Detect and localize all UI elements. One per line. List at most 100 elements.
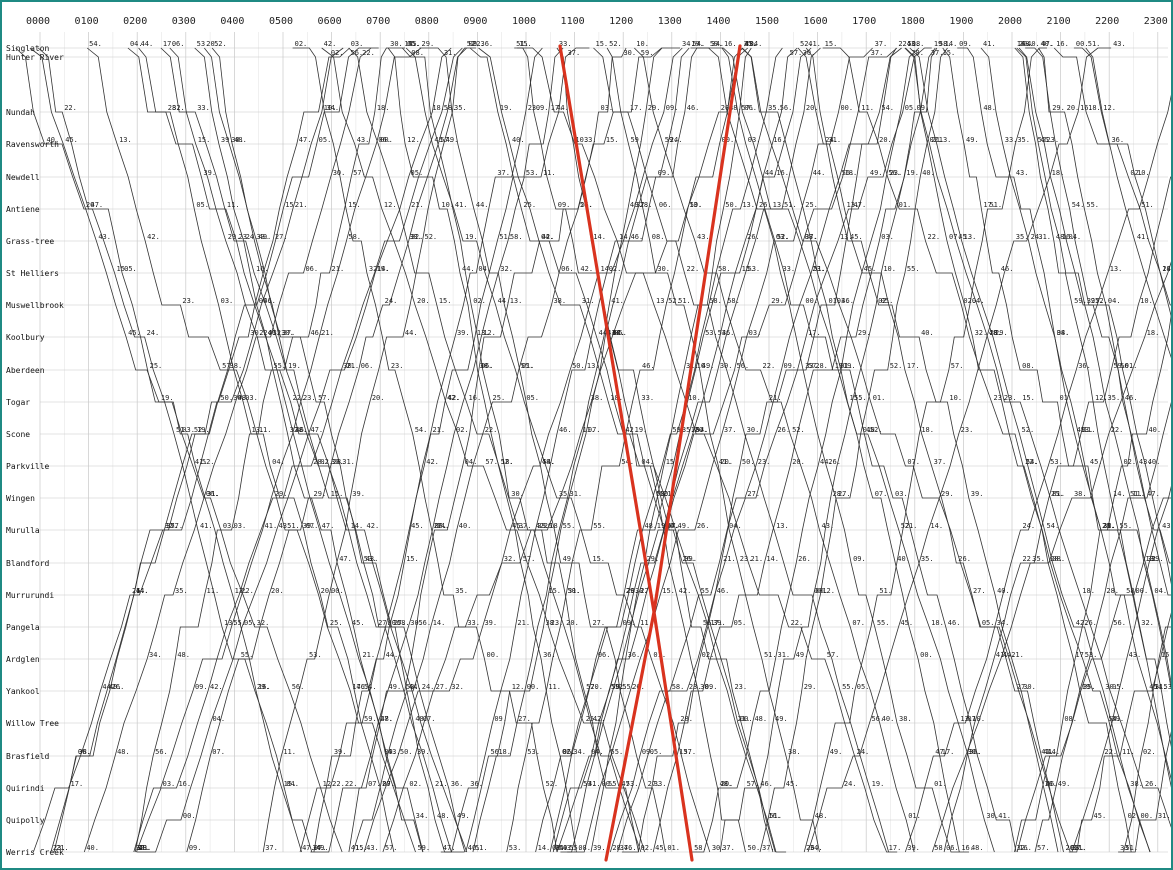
minute-label: 30. (281, 329, 294, 337)
minute-label: 39. (352, 490, 365, 498)
station-label: Werris Creek (6, 848, 64, 857)
minute-label: 22. (362, 49, 375, 57)
minute-label: 11. (283, 748, 296, 756)
minute-label: 38. (78, 748, 91, 756)
minute-label: 35. (921, 555, 934, 563)
minute-label: 51. (813, 265, 826, 273)
minute-label: 03. (895, 490, 908, 498)
minute-label: 53. (197, 40, 210, 48)
minute-label: 01. (908, 812, 921, 820)
minute-label: 25. (330, 619, 343, 627)
minute-label: 13. (679, 748, 692, 756)
minute-label: 08. (1064, 715, 1077, 723)
minute-label: 33. (559, 40, 572, 48)
minute-label: 07. (967, 715, 980, 723)
train-path (83, 47, 372, 853)
minute-label: 32. (451, 683, 464, 691)
minute-label: 17. (1075, 651, 1088, 659)
minute-label: 06. (481, 362, 494, 370)
hour-label: 0700 (366, 16, 390, 27)
minute-label: 19. (635, 426, 648, 434)
minute-label: 24. (147, 329, 160, 337)
minute-label: 44. (462, 265, 475, 273)
minute-label: 49. (1077, 426, 1090, 434)
minute-label: 03. (837, 297, 850, 305)
minute-label: 29. (257, 683, 270, 691)
minute-label: 02. (562, 748, 575, 756)
train-path (909, 47, 1151, 853)
minute-label: 09. (853, 555, 866, 563)
minute-label: 57. (440, 136, 453, 144)
hour-label: 1000 (512, 16, 536, 27)
minute-label: 19. (691, 40, 704, 48)
minute-label: 43. (1016, 169, 1029, 177)
train-path (440, 47, 690, 853)
minute-label: 08. (552, 844, 565, 852)
minute-label: 31. (207, 490, 220, 498)
minute-label: 06. (206, 490, 219, 498)
minute-label: 05. (526, 394, 539, 402)
minute-label: 57. (353, 169, 366, 177)
train-path (904, 47, 1171, 828)
minute-label: 43. (1139, 458, 1152, 466)
minute-label: 20. (566, 619, 579, 627)
minute-label: 51. (908, 40, 921, 48)
minute-label: 36. (722, 329, 735, 337)
minute-label: 55. (273, 362, 286, 370)
minute-label: 05. (650, 748, 663, 756)
station-label: Pangela (6, 623, 40, 632)
minute-label: 35. (455, 587, 468, 595)
minute-label: 47. (302, 844, 315, 852)
minute-label: 23. (994, 394, 1007, 402)
minute-label: 11. (207, 587, 220, 595)
minute-label: 22. (927, 233, 940, 241)
minute-label: 06. (378, 136, 391, 144)
minute-label: 55. (877, 619, 890, 627)
minute-label: 50. (742, 458, 755, 466)
minute-label: 04. (555, 844, 568, 852)
train-path (905, 47, 1132, 853)
minute-label: 38. (1074, 490, 1087, 498)
minute-label: 15. (825, 40, 838, 48)
minute-label: 52. (609, 40, 622, 48)
train-path (1068, 612, 1171, 853)
minute-label: 55. (233, 619, 246, 627)
minute-label: 43. (357, 136, 370, 144)
minute-label: 20. (382, 780, 395, 788)
minute-label: 23. (734, 683, 747, 691)
minute-label: 45. (900, 619, 913, 627)
train-path (472, 47, 663, 853)
train-path (721, 47, 1017, 853)
minute-label: 34. (573, 748, 586, 756)
minute-label: 00. (331, 587, 344, 595)
minute-label: 15. (439, 297, 452, 305)
minute-label: 57. (586, 683, 599, 691)
minute-label: 54. (415, 426, 428, 434)
minute-label: 17. (71, 780, 84, 788)
hour-label: 2200 (1095, 16, 1119, 27)
minute-label: 21. (769, 394, 782, 402)
minute-label: 10. (883, 265, 896, 273)
minute-label: 49. (678, 522, 691, 530)
minute-label: 42. (536, 522, 549, 530)
train-path (957, 47, 1171, 788)
minute-label: 50. (567, 587, 580, 595)
minute-label: 05. (124, 265, 137, 273)
minute-label: 45. (512, 522, 525, 530)
minute-label: 29. (646, 555, 659, 563)
minute-label: 16. (697, 362, 710, 370)
minute-label: 32. (136, 844, 149, 852)
minute-label: 14. (1154, 683, 1167, 691)
minute-label: 49. (830, 748, 843, 756)
minute-label: 55. (241, 651, 254, 659)
minute-label: 13. (224, 619, 237, 627)
station-label: Brasfield (6, 752, 50, 761)
minute-label: 55. (1038, 136, 1051, 144)
train-path (535, 47, 783, 853)
minute-label: 34. (711, 40, 724, 48)
minute-label: 44. (612, 329, 625, 337)
minute-label: 57. (385, 844, 398, 852)
minute-label: 04. (972, 297, 985, 305)
minute-label: 44. (556, 104, 569, 112)
minute-label: 18. (610, 394, 623, 402)
